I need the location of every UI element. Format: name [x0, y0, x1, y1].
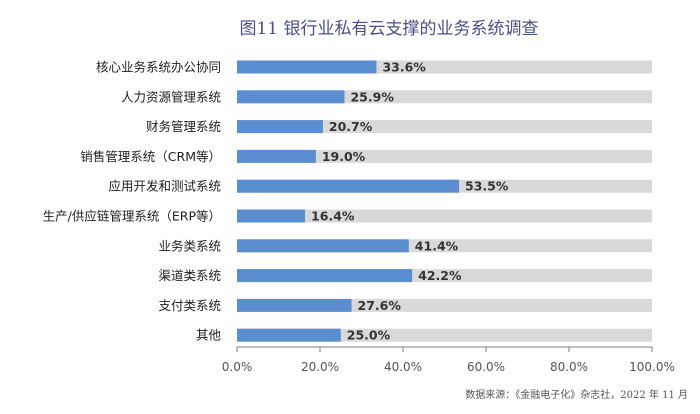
data-source-note: 数据来源：《金融电子化》杂志社，2022 年 11 月: [465, 388, 688, 401]
bar: [237, 179, 460, 193]
bar-track: [237, 209, 652, 223]
data-label: 27.6%: [358, 298, 402, 313]
x-tick-label: 60.0%: [467, 360, 505, 374]
category-label: 财务管理系统: [146, 119, 221, 134]
category-label: 核心业务系统办公协同: [96, 60, 221, 75]
category-label: 应用开发和测试系统: [108, 179, 221, 194]
x-tick-label: 80.0%: [550, 360, 588, 374]
category-label: 人力资源管理系统: [121, 89, 221, 104]
bar: [237, 239, 409, 253]
category-label: 其他: [196, 328, 222, 343]
bar-track: [237, 149, 652, 163]
bar: [237, 298, 352, 312]
category-label: 生产/供应链管理系统（ERP等）: [43, 209, 221, 224]
x-tick-label: 40.0%: [384, 360, 422, 374]
bar-track: [237, 120, 652, 134]
bars-layer: 核心业务系统办公协同 33.6% 人力资源管理系统 25.9% 财务管理系统 20.7% 销…: [43, 60, 652, 343]
data-label: 20.7%: [329, 119, 373, 134]
bar: [237, 60, 377, 74]
data-label: 33.6%: [382, 60, 426, 75]
bar: [237, 269, 413, 283]
data-label: 42.2%: [418, 268, 462, 283]
x-tick-label: 20.0%: [301, 360, 339, 374]
data-label: 53.5%: [465, 179, 509, 194]
category-label: 业务类系统: [158, 238, 221, 253]
chart-title: 图11 银行业私有云支撑的业务系统调查: [239, 19, 538, 39]
x-axis: 0.0% 20.0% 40.0% 60.0% 80.0% 100.0%: [222, 346, 675, 374]
bar: [237, 120, 323, 134]
category-label: 支付类系统: [158, 298, 221, 313]
x-tick-label: 0.0%: [222, 360, 253, 374]
bar: [237, 90, 345, 104]
data-label: 25.9%: [350, 89, 394, 104]
bar: [237, 209, 306, 223]
data-label: 25.0%: [347, 328, 391, 343]
bar: [237, 149, 316, 163]
x-tick-label: 100.0%: [629, 360, 675, 374]
data-label: 41.4%: [415, 238, 459, 253]
bar: [237, 328, 341, 342]
category-label: 渠道类系统: [158, 268, 221, 283]
data-label: 16.4%: [311, 209, 355, 224]
category-label: 销售管理系统（CRM等）: [80, 149, 221, 164]
data-label: 19.0%: [322, 149, 366, 164]
